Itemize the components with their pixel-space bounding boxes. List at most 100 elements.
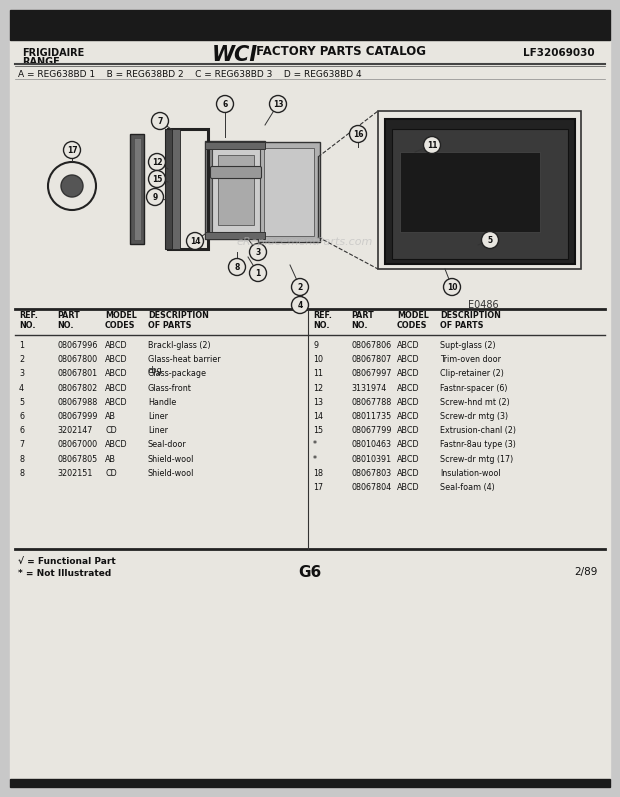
Circle shape: [291, 296, 309, 313]
Bar: [264, 148, 314, 236]
Bar: [130, 134, 144, 244]
Text: LF32069030: LF32069030: [523, 48, 595, 58]
Text: ABCD: ABCD: [397, 426, 420, 435]
Circle shape: [187, 233, 203, 249]
Bar: [168, 129, 208, 249]
Text: Glass-front: Glass-front: [148, 383, 192, 393]
Text: Liner: Liner: [148, 412, 168, 421]
Text: 16: 16: [353, 129, 363, 139]
Text: Clip-retainer (2): Clip-retainer (2): [440, 369, 504, 379]
Text: *: *: [313, 441, 317, 450]
Circle shape: [249, 244, 267, 261]
Circle shape: [482, 231, 498, 249]
Bar: [400, 152, 540, 232]
Circle shape: [270, 96, 286, 112]
Bar: [205, 232, 265, 239]
Text: 08067807: 08067807: [351, 355, 391, 364]
Text: ABCD: ABCD: [397, 454, 420, 464]
Text: 08067801: 08067801: [57, 369, 97, 379]
Text: 15: 15: [152, 175, 162, 183]
Text: Seal-foam (4): Seal-foam (4): [440, 483, 495, 492]
Text: √ = Functional Part: √ = Functional Part: [18, 557, 116, 566]
Bar: [378, 111, 581, 269]
Bar: [258, 142, 320, 242]
Text: 08067788: 08067788: [351, 398, 391, 406]
Circle shape: [151, 112, 169, 129]
Text: ABCD: ABCD: [105, 441, 128, 450]
Text: AB: AB: [105, 412, 116, 421]
Text: 08067802: 08067802: [57, 383, 97, 393]
Text: 17: 17: [313, 483, 323, 492]
Text: 3: 3: [19, 369, 24, 379]
Text: MODEL
CODES: MODEL CODES: [105, 311, 137, 331]
Text: 2: 2: [19, 355, 24, 364]
Bar: [10, 779, 610, 787]
Text: Glass-heat barrier
cbg: Glass-heat barrier cbg: [148, 355, 221, 375]
Text: PART
NO.: PART NO.: [351, 311, 374, 331]
Text: Glass-package: Glass-package: [148, 369, 207, 379]
Text: Fastnr-spacer (6): Fastnr-spacer (6): [440, 383, 508, 393]
Text: Shield-wool: Shield-wool: [148, 469, 195, 477]
Text: Screw-hnd mt (2): Screw-hnd mt (2): [440, 398, 510, 406]
Text: 6: 6: [223, 100, 228, 108]
Circle shape: [229, 258, 246, 276]
Text: ABCD: ABCD: [397, 355, 420, 364]
Text: REF.
NO.: REF. NO.: [19, 311, 38, 331]
Text: 08067803: 08067803: [351, 469, 391, 477]
Text: 1: 1: [19, 341, 24, 350]
Circle shape: [48, 162, 96, 210]
Text: ABCD: ABCD: [105, 369, 128, 379]
Text: CD: CD: [105, 469, 117, 477]
FancyBboxPatch shape: [211, 167, 262, 179]
Text: 11: 11: [427, 140, 437, 150]
Text: ABCD: ABCD: [397, 341, 420, 350]
Text: ABCD: ABCD: [105, 355, 128, 364]
Text: Insulation-wool: Insulation-wool: [440, 469, 500, 477]
Circle shape: [61, 175, 83, 197]
Text: 13: 13: [273, 100, 283, 108]
Text: 1: 1: [255, 269, 260, 277]
Text: Extrusion-chanl (2): Extrusion-chanl (2): [440, 426, 516, 435]
Text: 8: 8: [234, 262, 240, 272]
Text: 18: 18: [313, 469, 323, 477]
Text: * = Not Illustrated: * = Not Illustrated: [18, 569, 111, 578]
Text: 8: 8: [19, 469, 24, 477]
Text: eReplacementParts.com: eReplacementParts.com: [237, 237, 373, 247]
Text: 5: 5: [19, 398, 24, 406]
Text: Fastnr-8au type (3): Fastnr-8au type (3): [440, 441, 516, 450]
Text: Seal-door: Seal-door: [148, 441, 187, 450]
Text: 14: 14: [313, 412, 323, 421]
Text: 7: 7: [157, 116, 162, 125]
Text: ABCD: ABCD: [397, 412, 420, 421]
Text: ABCD: ABCD: [397, 398, 420, 406]
Text: WCI: WCI: [212, 45, 258, 65]
Text: 12: 12: [313, 383, 323, 393]
Text: 10: 10: [313, 355, 323, 364]
Text: 3: 3: [255, 248, 260, 257]
Text: 2/89: 2/89: [575, 567, 598, 577]
Text: Screw-dr mtg (17): Screw-dr mtg (17): [440, 454, 513, 464]
Text: 08067799: 08067799: [351, 426, 391, 435]
Text: Trim-oven door: Trim-oven door: [440, 355, 501, 364]
Text: 13: 13: [313, 398, 323, 406]
Text: 4: 4: [19, 383, 24, 393]
Text: 3202151: 3202151: [57, 469, 92, 477]
Text: 15: 15: [313, 426, 323, 435]
Text: DESCRIPTION
OF PARTS: DESCRIPTION OF PARTS: [440, 311, 501, 331]
Circle shape: [146, 189, 164, 206]
Text: ABCD: ABCD: [105, 398, 128, 406]
Text: 11: 11: [313, 369, 323, 379]
Circle shape: [149, 171, 166, 187]
Text: 08010463: 08010463: [351, 441, 391, 450]
Text: ABCD: ABCD: [397, 441, 420, 450]
Bar: [218, 155, 254, 225]
Text: 9: 9: [313, 341, 318, 350]
Text: FRIGIDAIRE: FRIGIDAIRE: [22, 48, 84, 58]
Bar: [392, 129, 568, 259]
Text: 17: 17: [67, 146, 78, 155]
Text: 08067997: 08067997: [351, 369, 391, 379]
Text: 7: 7: [19, 441, 24, 450]
Text: 12: 12: [152, 158, 162, 167]
Text: 08067806: 08067806: [351, 341, 391, 350]
Bar: [134, 138, 141, 240]
